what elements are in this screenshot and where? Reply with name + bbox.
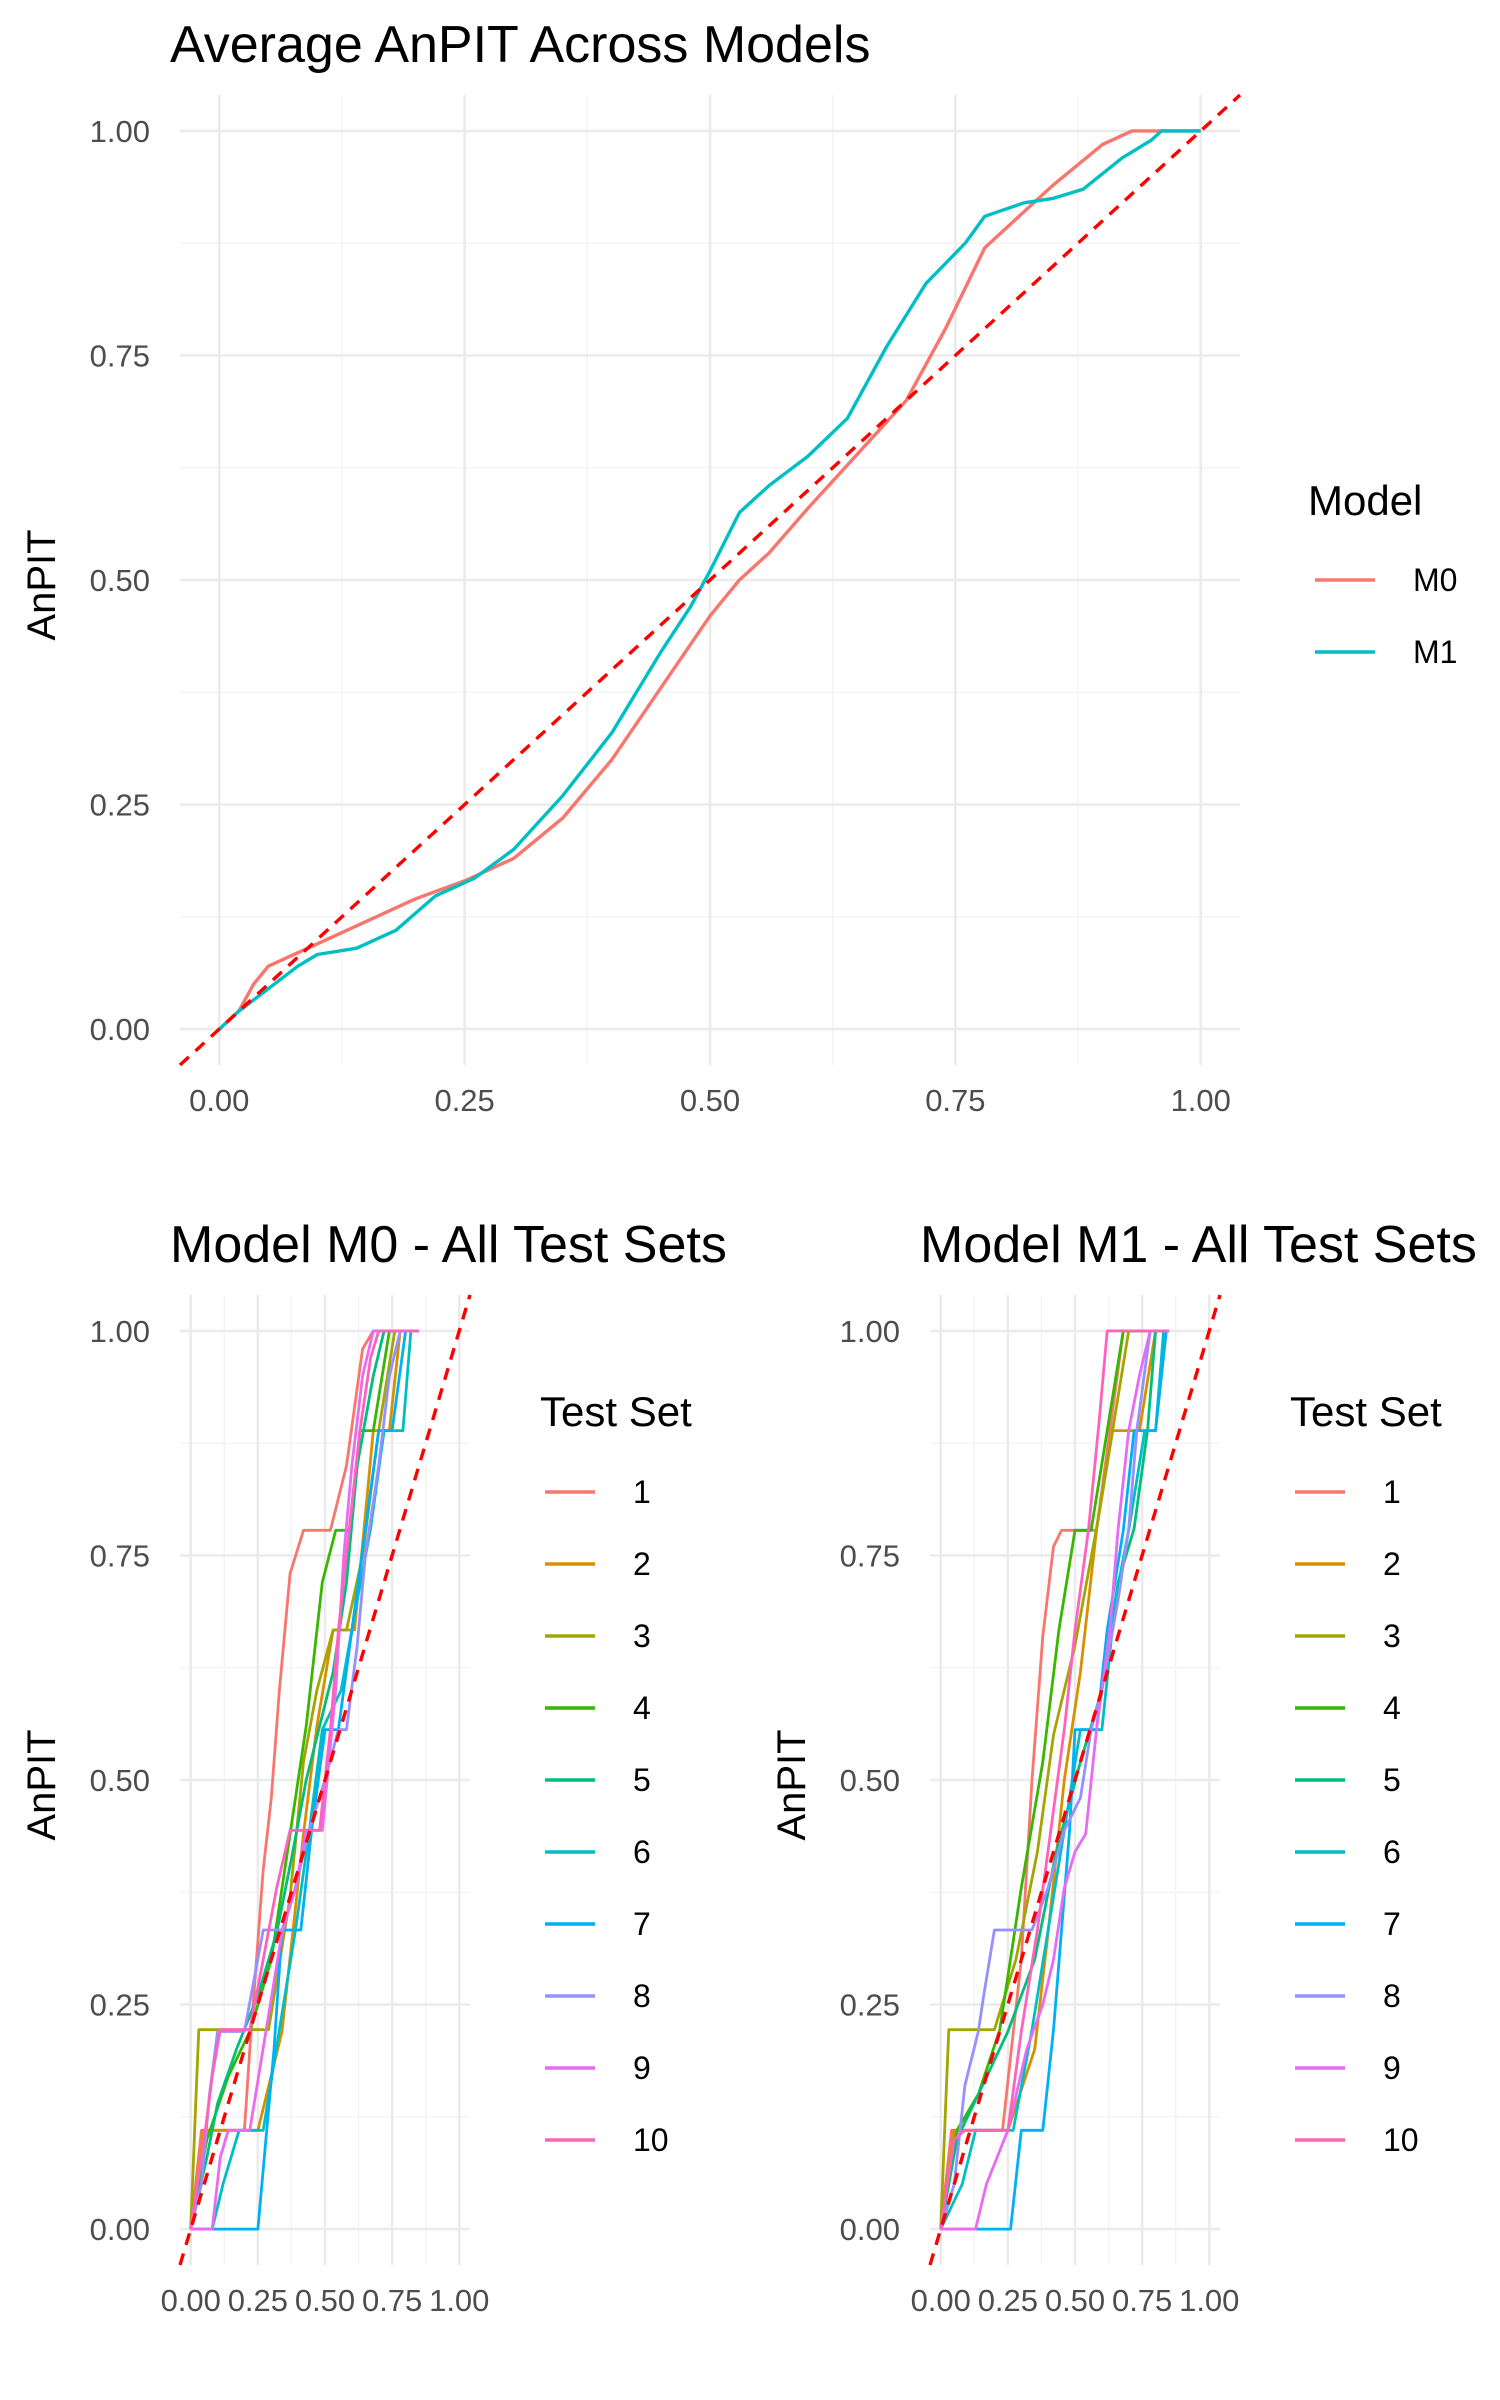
- plot-area: 0.00 0.25 0.50 0.75 1.00 0.00 0.25 0.50 0.75 1.00: [90, 93, 1242, 1118]
- x-tick-label: 1.00: [429, 2283, 489, 2318]
- series-line-8: [939, 1329, 1169, 2230]
- series-line-10: [939, 1329, 1169, 2230]
- x-tick-label: 1.00: [1171, 1083, 1231, 1118]
- legend-title: Model: [1308, 477, 1422, 524]
- x-tick-label: 0.25: [978, 2283, 1038, 2318]
- legend-items: M0 M1: [1315, 562, 1457, 670]
- plot-area: 0.00 0.25 0.50 0.75 1.000.000.250.500.751.00: [90, 1294, 489, 2318]
- series-line-10: [189, 1329, 419, 2230]
- chart-title: Model M1 - All Test Sets: [920, 1216, 1477, 1274]
- series-line-M0: [218, 129, 1201, 1031]
- legend-label-4: 4: [1383, 1690, 1401, 1726]
- legend-label-3: 3: [633, 1618, 651, 1654]
- x-tick-label: 0.75: [1112, 2283, 1172, 2318]
- y-tick-label: 0.25: [90, 1988, 150, 2023]
- y-tick-label: 0.00: [90, 1012, 150, 1047]
- legend-title: Test Set: [540, 1388, 692, 1435]
- y-tick-label: 0.00: [840, 2212, 900, 2247]
- y-tick-label: 0.50: [90, 563, 150, 598]
- legend-title: Test Set: [1290, 1388, 1442, 1435]
- legend-label-8: 8: [1383, 1978, 1401, 2014]
- y-tick-label: 1.00: [90, 114, 150, 149]
- y-tick-label: 0.75: [90, 338, 150, 373]
- plot-area: 0.00 0.25 0.50 0.75 1.000.000.250.500.751.00: [840, 1294, 1239, 2318]
- legend-label-M1: M1: [1413, 634, 1457, 670]
- legend-label-9: 9: [1383, 2050, 1401, 2086]
- y-tick-label: 0.75: [840, 1538, 900, 1573]
- legend-label-4: 4: [633, 1690, 651, 1726]
- legend-label-2: 2: [633, 1546, 651, 1582]
- x-tick-label: 0.75: [362, 2283, 422, 2318]
- x-tick-label: 1.00: [1179, 2283, 1239, 2318]
- series-line-8: [189, 1329, 419, 2230]
- legend-label-6: 6: [1383, 1834, 1401, 1870]
- legend-label-10: 10: [1383, 2122, 1419, 2158]
- legend-items: 1 2 3 4 5 6 7 8 9 10: [545, 1474, 669, 2158]
- y-axis-title: AnPIT: [770, 1729, 814, 1840]
- reference-line: [178, 93, 1242, 1067]
- reference-line: [178, 1294, 472, 2266]
- series-line-9: [940, 1329, 1169, 2231]
- series-line-5: [189, 1329, 419, 2230]
- legend-label-10: 10: [633, 2122, 669, 2158]
- legend-label-M0: M0: [1413, 562, 1457, 598]
- legend-label-5: 5: [1383, 1762, 1401, 1798]
- x-tick-label: 0.75: [925, 1083, 985, 1118]
- chart-average-anpit: Average AnPIT Across Models AnPIT 0.00 0.…: [20, 16, 1457, 1118]
- chart-model-m1-test-sets: Model M1 - All Test Sets AnPIT 0.00 0.25 0…: [770, 1216, 1477, 2318]
- series-line-7: [940, 1329, 1169, 2231]
- reference-line: [928, 1294, 1222, 2266]
- legend-label-5: 5: [633, 1762, 651, 1798]
- x-tick-label: 0.50: [1045, 2283, 1105, 2318]
- legend-label-1: 1: [633, 1474, 651, 1510]
- x-tick-label: 0.00: [189, 1083, 249, 1118]
- chart-model-m0-test-sets: Model M0 - All Test Sets AnPIT 0.00 0.25 0…: [20, 1216, 727, 2318]
- legend-label-9: 9: [633, 2050, 651, 2086]
- legend-label-1: 1: [1383, 1474, 1401, 1510]
- series-line-M1: [218, 129, 1201, 1031]
- series-line-4: [189, 1329, 419, 2230]
- y-tick-label: 0.75: [90, 1538, 150, 1573]
- legend-items: 1 2 3 4 5 6 7 8 9 10: [1295, 1474, 1419, 2158]
- legend-label-7: 7: [633, 1906, 651, 1942]
- legend-label-3: 3: [1383, 1618, 1401, 1654]
- chart-title: Average AnPIT Across Models: [170, 16, 870, 74]
- y-tick-label: 1.00: [90, 1314, 150, 1349]
- x-tick-label: 0.00: [161, 2283, 221, 2318]
- y-tick-label: 1.00: [840, 1314, 900, 1349]
- legend-label-2: 2: [1383, 1546, 1401, 1582]
- legend-label-8: 8: [633, 1978, 651, 2014]
- x-tick-label: 0.25: [434, 1083, 494, 1118]
- series-line-1: [189, 1329, 419, 2230]
- x-tick-label: 0.25: [228, 2283, 288, 2318]
- y-tick-label: 0.25: [840, 1988, 900, 2023]
- y-tick-label: 0.50: [90, 1763, 150, 1798]
- y-tick-label: 0.25: [90, 788, 150, 823]
- y-axis-title: AnPIT: [20, 529, 64, 640]
- y-axis-title: AnPIT: [20, 1729, 64, 1840]
- x-tick-label: 0.00: [911, 2283, 971, 2318]
- legend-model: Model M0 M1: [1308, 477, 1457, 670]
- x-tick-label: 0.50: [680, 1083, 740, 1118]
- chart-title: Model M0 - All Test Sets: [170, 1216, 727, 1274]
- legend-test-set: Test Set 1 2 3 4 5 6 7 8 9 10: [540, 1388, 692, 2158]
- x-tick-label: 0.50: [295, 2283, 355, 2318]
- legend-test-set: Test Set 1 2 3 4 5 6 7 8 9 10: [1290, 1388, 1442, 2158]
- y-tick-label: 0.00: [90, 2212, 150, 2247]
- legend-label-6: 6: [633, 1834, 651, 1870]
- series-line-3: [939, 1329, 1169, 2230]
- legend-label-7: 7: [1383, 1906, 1401, 1942]
- y-tick-label: 0.50: [840, 1763, 900, 1798]
